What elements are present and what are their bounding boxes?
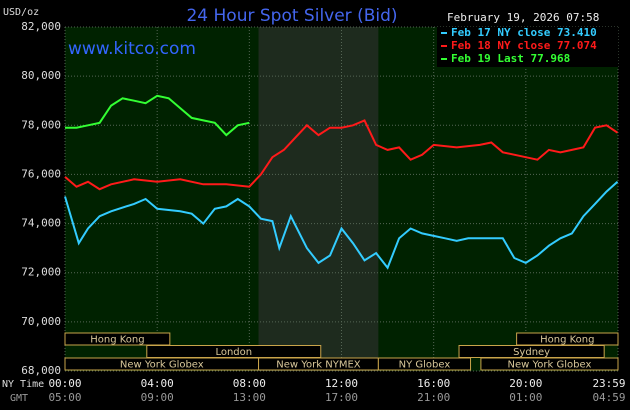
x-tick-label: 04:00	[141, 377, 174, 390]
x-tick-label: 00:00	[48, 377, 81, 390]
chart-title: 24 Hour Spot Silver (Bid)	[186, 6, 397, 26]
highlight-region	[258, 27, 379, 371]
session-label: NY Globex	[399, 360, 451, 371]
session-label: New York Globex	[508, 360, 592, 371]
x-tick-label: 12:00	[325, 377, 358, 390]
series-line	[64, 181, 619, 270]
session-label: London	[215, 347, 252, 358]
x-tick-label: 16:00	[417, 377, 450, 390]
session-label: New York NYMEX	[276, 360, 361, 371]
y-tick-label: 80,000	[21, 69, 61, 82]
session-label: Sydney	[513, 347, 550, 358]
gmt-tick-label: 01:00	[509, 391, 542, 404]
session-label: Hong Kong	[90, 335, 144, 346]
session-bar	[64, 332, 171, 346]
session-bar	[377, 357, 472, 371]
website: www.kitco.com	[68, 39, 196, 59]
legend-label: Feb 19 Last 77.968	[451, 52, 570, 65]
session-label: New York Globex	[120, 360, 204, 371]
gmt-tick-label: 17:00	[325, 391, 358, 404]
x-tick-label: 23:59	[592, 377, 625, 390]
gmt-tick-label: 05:00	[48, 391, 81, 404]
y-tick-label: 82,000	[21, 20, 61, 33]
y-tick-label: 72,000	[21, 266, 61, 279]
series-line	[64, 119, 619, 191]
y-tick-label: 74,000	[21, 217, 61, 230]
y-tick-label: 70,000	[21, 315, 61, 328]
legend-label: Feb 18 NY close 77.074	[451, 39, 597, 52]
x-row-label: GMT	[10, 393, 28, 404]
gmt-tick-label: 13:00	[233, 391, 266, 404]
gmt-tick-label: 09:00	[141, 391, 174, 404]
timestamp: February 19, 2026 07:58	[447, 11, 599, 24]
session-bar	[480, 357, 619, 371]
y-tick-label: 68,000	[21, 364, 61, 377]
legend-box	[437, 27, 618, 67]
session-label: Hong Kong	[540, 335, 594, 346]
y-tick-label: 78,000	[21, 118, 61, 131]
x-tick-label: 20:00	[509, 377, 542, 390]
legend-label: Feb 17 NY close 73.410	[451, 26, 597, 39]
series-line	[65, 94, 250, 137]
y-axis-label: USD/oz	[3, 7, 39, 18]
y-tick-label: 76,000	[21, 167, 61, 180]
gmt-tick-label: 04:59	[592, 391, 625, 404]
x-row-label: NY Time	[2, 379, 44, 390]
x-tick-label: 08:00	[233, 377, 266, 390]
gmt-tick-label: 21:00	[417, 391, 450, 404]
